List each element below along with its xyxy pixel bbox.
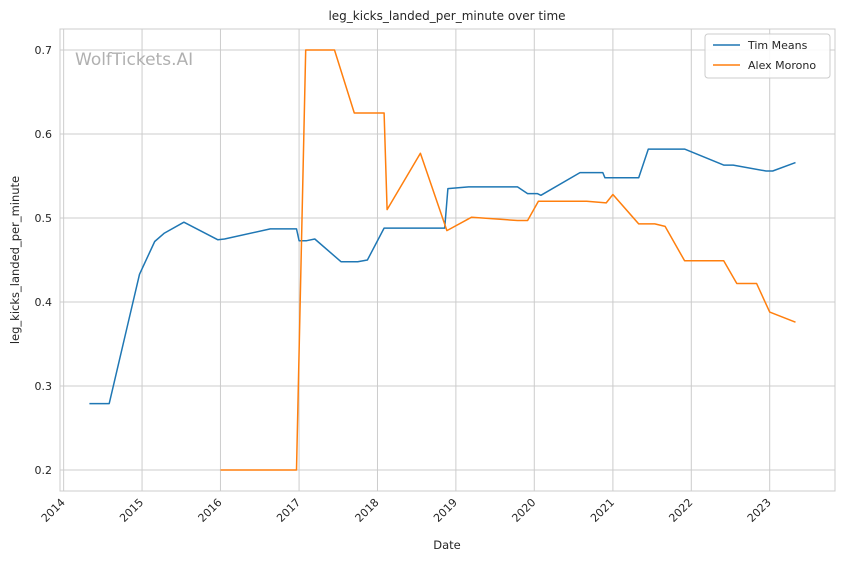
y-tick-label: 0.7	[35, 44, 53, 57]
series-line-alex-morono	[220, 49, 796, 471]
y-tick-label: 0.6	[35, 128, 53, 141]
y-tick-label: 0.4	[35, 296, 53, 309]
series-line-tim-means	[89, 148, 796, 405]
legend-label-alex-morono: Alex Morono	[748, 59, 816, 72]
y-tick-label: 0.2	[35, 464, 53, 477]
chart-title: leg_kicks_landed_per_minute over time	[328, 9, 565, 23]
y-axis-ticks: 0.2 0.3 0.4 0.5 0.6 0.7	[35, 44, 53, 477]
y-tick-label: 0.5	[35, 212, 53, 225]
legend-label-tim-means: Tim Means	[747, 39, 808, 52]
y-axis-label: leg_kicks_landed_per_minute	[8, 176, 22, 344]
y-tick-label: 0.3	[35, 380, 53, 393]
gridlines	[60, 29, 835, 491]
legend: Tim Means Alex Morono	[704, 33, 831, 79]
watermark: WolfTickets.AI	[75, 50, 193, 70]
x-axis-label: Date	[433, 538, 461, 552]
series-layer	[89, 49, 796, 471]
x-axis-ticks: 2014 2015 2016 2017 2018 2019 2020 2021 2022 2023	[39, 496, 774, 525]
plot-frame	[59, 28, 836, 492]
